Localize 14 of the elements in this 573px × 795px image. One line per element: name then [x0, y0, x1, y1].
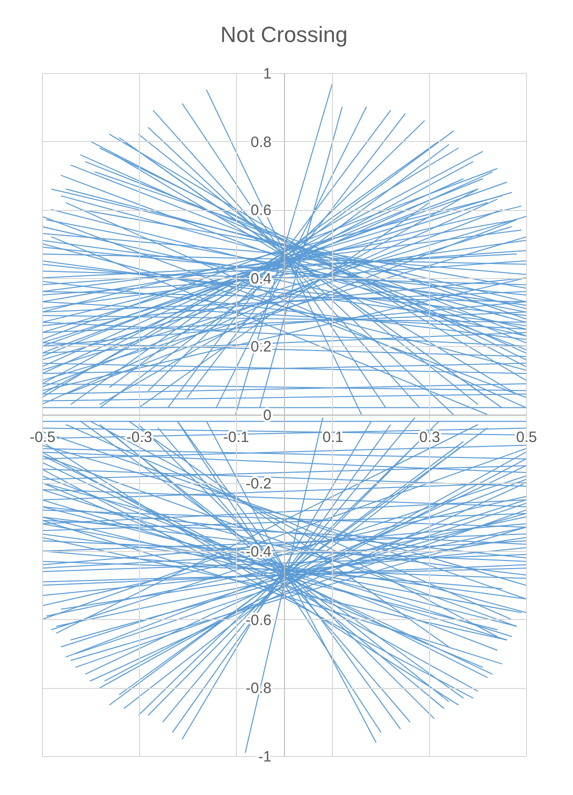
- x-tick-label: -0.5: [30, 429, 56, 446]
- y-tick-label: 0: [263, 407, 272, 424]
- x-tick-label: -0.1: [223, 429, 250, 446]
- y-tick-label: -0.2: [246, 475, 272, 492]
- x-tick-label: 0.1: [322, 429, 344, 446]
- y-tick-label: 1: [263, 66, 272, 82]
- y-tick-label: -0.4: [246, 544, 272, 561]
- chart-title: Not Crossing: [220, 22, 348, 47]
- y-tick-label: -0.8: [246, 680, 272, 698]
- y-tick-label: 0.8: [250, 134, 272, 151]
- y-tick-label: 0.6: [250, 202, 272, 220]
- y-tick-label: -0.6: [246, 612, 272, 629]
- x-tick-label: 0.5: [516, 429, 537, 446]
- y-tick-label: -1: [258, 748, 272, 766]
